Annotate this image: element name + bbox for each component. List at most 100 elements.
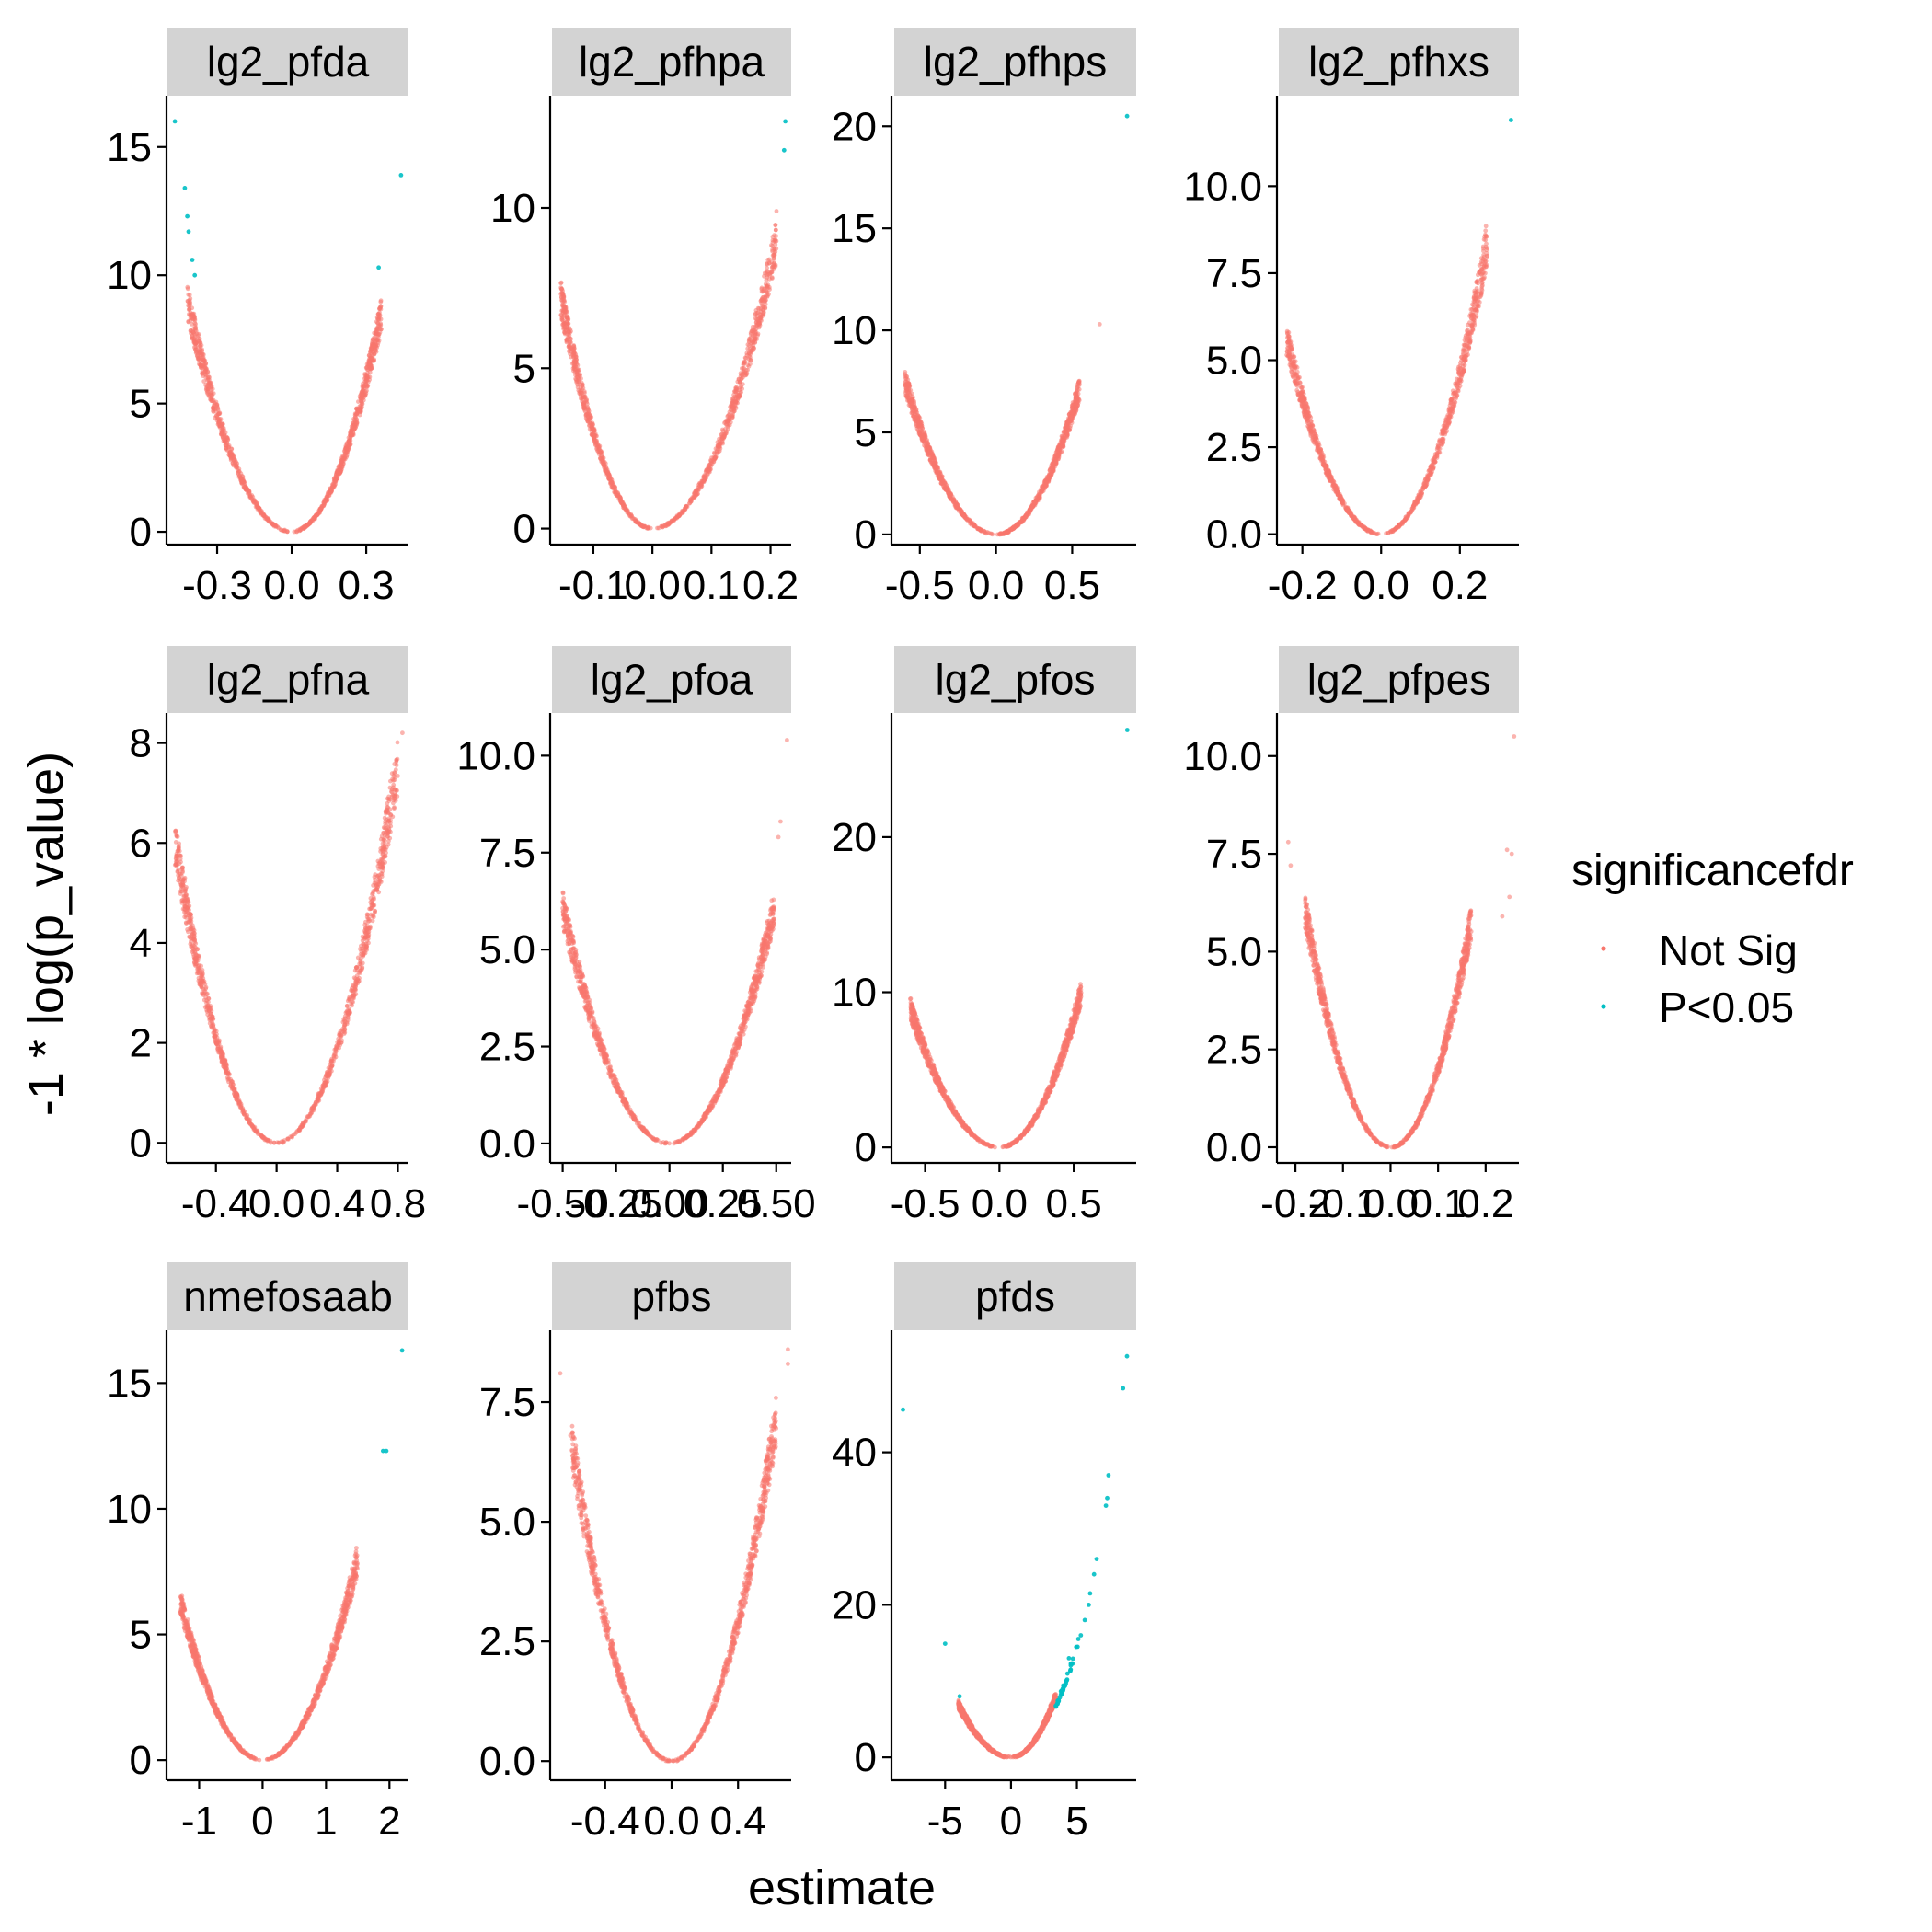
point-not-sig [969, 521, 974, 526]
point-not-sig [598, 456, 603, 461]
point-not-sig [558, 286, 564, 292]
facet-strip-label: lg2_pfhpa [579, 38, 765, 86]
point-not-sig [560, 315, 566, 319]
point-not-sig [1073, 391, 1078, 396]
point-not-sig [982, 529, 987, 535]
point-not-sig [1455, 381, 1461, 385]
point-not-sig [1479, 280, 1485, 285]
y-tick-label: 10 [490, 186, 535, 231]
point-not-sig [199, 363, 204, 368]
facet-strip-label: lg2_pfhps [924, 38, 1108, 86]
point-not-sig [561, 308, 566, 313]
point-not-sig [559, 291, 564, 296]
point-not-sig [284, 529, 290, 535]
point-not-sig [1416, 497, 1421, 502]
point-not-sig [742, 355, 748, 361]
point-not-sig [1317, 448, 1322, 454]
point-not-sig [361, 387, 366, 393]
point-not-sig [1313, 442, 1317, 446]
point-not-sig [201, 359, 206, 364]
point-not-sig [1386, 531, 1391, 535]
point-not-sig [747, 337, 752, 342]
point-not-sig [770, 240, 776, 245]
point-not-sig [1463, 358, 1468, 363]
facet-strip [167, 28, 408, 96]
point-not-sig [701, 476, 707, 480]
point-not-sig [559, 297, 564, 303]
point-not-sig [1430, 466, 1434, 470]
point-not-sig [1287, 356, 1293, 362]
point-not-sig [613, 489, 618, 494]
point-not-sig [225, 437, 230, 443]
point-not-sig [746, 351, 752, 356]
point-not-sig [191, 336, 197, 341]
point-not-sig [944, 487, 949, 492]
point-not-sig [238, 471, 244, 477]
x-tick-label: 0.1 [684, 563, 740, 608]
point-not-sig [348, 431, 353, 437]
point-not-sig [279, 527, 284, 533]
point-not-sig [222, 432, 227, 437]
point-not-sig [732, 388, 738, 394]
x-tick-label: -0.2 [1268, 563, 1338, 608]
point-not-sig [1029, 503, 1034, 509]
point-not-sig [359, 391, 364, 397]
point-not-sig [1474, 286, 1479, 291]
point-sig [190, 258, 195, 262]
point-not-sig [1288, 340, 1293, 346]
point-not-sig [730, 398, 735, 403]
point-not-sig [1319, 453, 1325, 458]
point-not-sig [306, 521, 312, 526]
point-not-sig [597, 443, 603, 449]
point-not-sig [942, 480, 948, 486]
point-not-sig [188, 301, 193, 306]
y-tick-label: 0 [513, 507, 535, 552]
point-not-sig [1352, 515, 1358, 521]
point-not-sig [1444, 415, 1450, 420]
point-not-sig [1471, 295, 1477, 301]
point-not-sig [730, 414, 735, 419]
point-not-sig [558, 281, 563, 286]
point-not-sig [220, 435, 225, 441]
point-not-sig [1294, 372, 1299, 377]
x-tick-label: -0.5 [885, 563, 955, 608]
point-not-sig [1310, 434, 1316, 440]
point-not-sig [375, 333, 381, 339]
point-not-sig [187, 307, 192, 313]
point-not-sig [753, 327, 759, 331]
point-not-sig [953, 505, 959, 510]
point-not-sig [190, 328, 195, 334]
point-not-sig [364, 388, 369, 394]
point-not-sig [760, 303, 765, 308]
point-not-sig [367, 362, 372, 368]
point-not-sig [1293, 359, 1298, 364]
point-not-sig [672, 518, 676, 523]
point-not-sig [1476, 298, 1481, 304]
point-not-sig [377, 305, 383, 311]
point-not-sig [1405, 515, 1409, 521]
facet-strip-label: lg2_pfda [207, 38, 370, 86]
point-not-sig [764, 290, 769, 294]
point-not-sig [218, 417, 224, 421]
point-not-sig [1485, 246, 1489, 251]
point-not-sig [769, 269, 775, 274]
point-not-sig [1056, 454, 1062, 460]
point-not-sig [665, 521, 671, 526]
y-tick-label: 0 [855, 512, 877, 558]
point-not-sig [905, 394, 911, 398]
point-not-sig [564, 319, 569, 325]
point-not-sig [344, 453, 350, 458]
point-not-sig [1460, 369, 1466, 374]
point-not-sig [753, 339, 758, 345]
point-not-sig [187, 312, 191, 316]
point-not-sig [741, 362, 746, 367]
point-not-sig [1484, 250, 1489, 256]
points [172, 730, 405, 1145]
x-tick-label: 0.4 [309, 1181, 365, 1226]
point-sig [783, 119, 788, 124]
point-sig [1509, 118, 1513, 122]
point-sig [1124, 113, 1130, 119]
